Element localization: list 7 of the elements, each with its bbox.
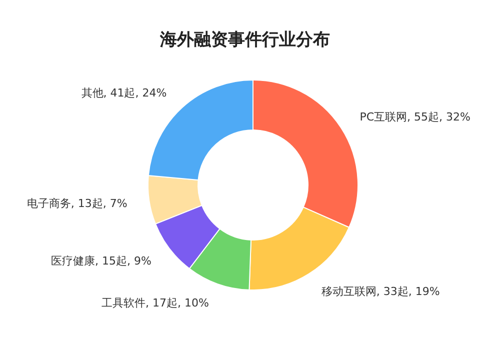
slice-label: 电子商务, 13起, 7% — [26, 196, 128, 210]
slice-label: 其他, 41起, 24% — [81, 86, 167, 100]
slice-label: 工具软件, 17起, 10% — [102, 296, 209, 310]
slice-label: PC互联网, 55起, 32% — [360, 110, 470, 124]
slice-label: 移动互联网, 33起, 19% — [321, 284, 440, 298]
slice-label: 医疗健康, 15起, 9% — [51, 254, 152, 268]
chart-title: 海外融资事件行业分布 — [159, 30, 330, 50]
